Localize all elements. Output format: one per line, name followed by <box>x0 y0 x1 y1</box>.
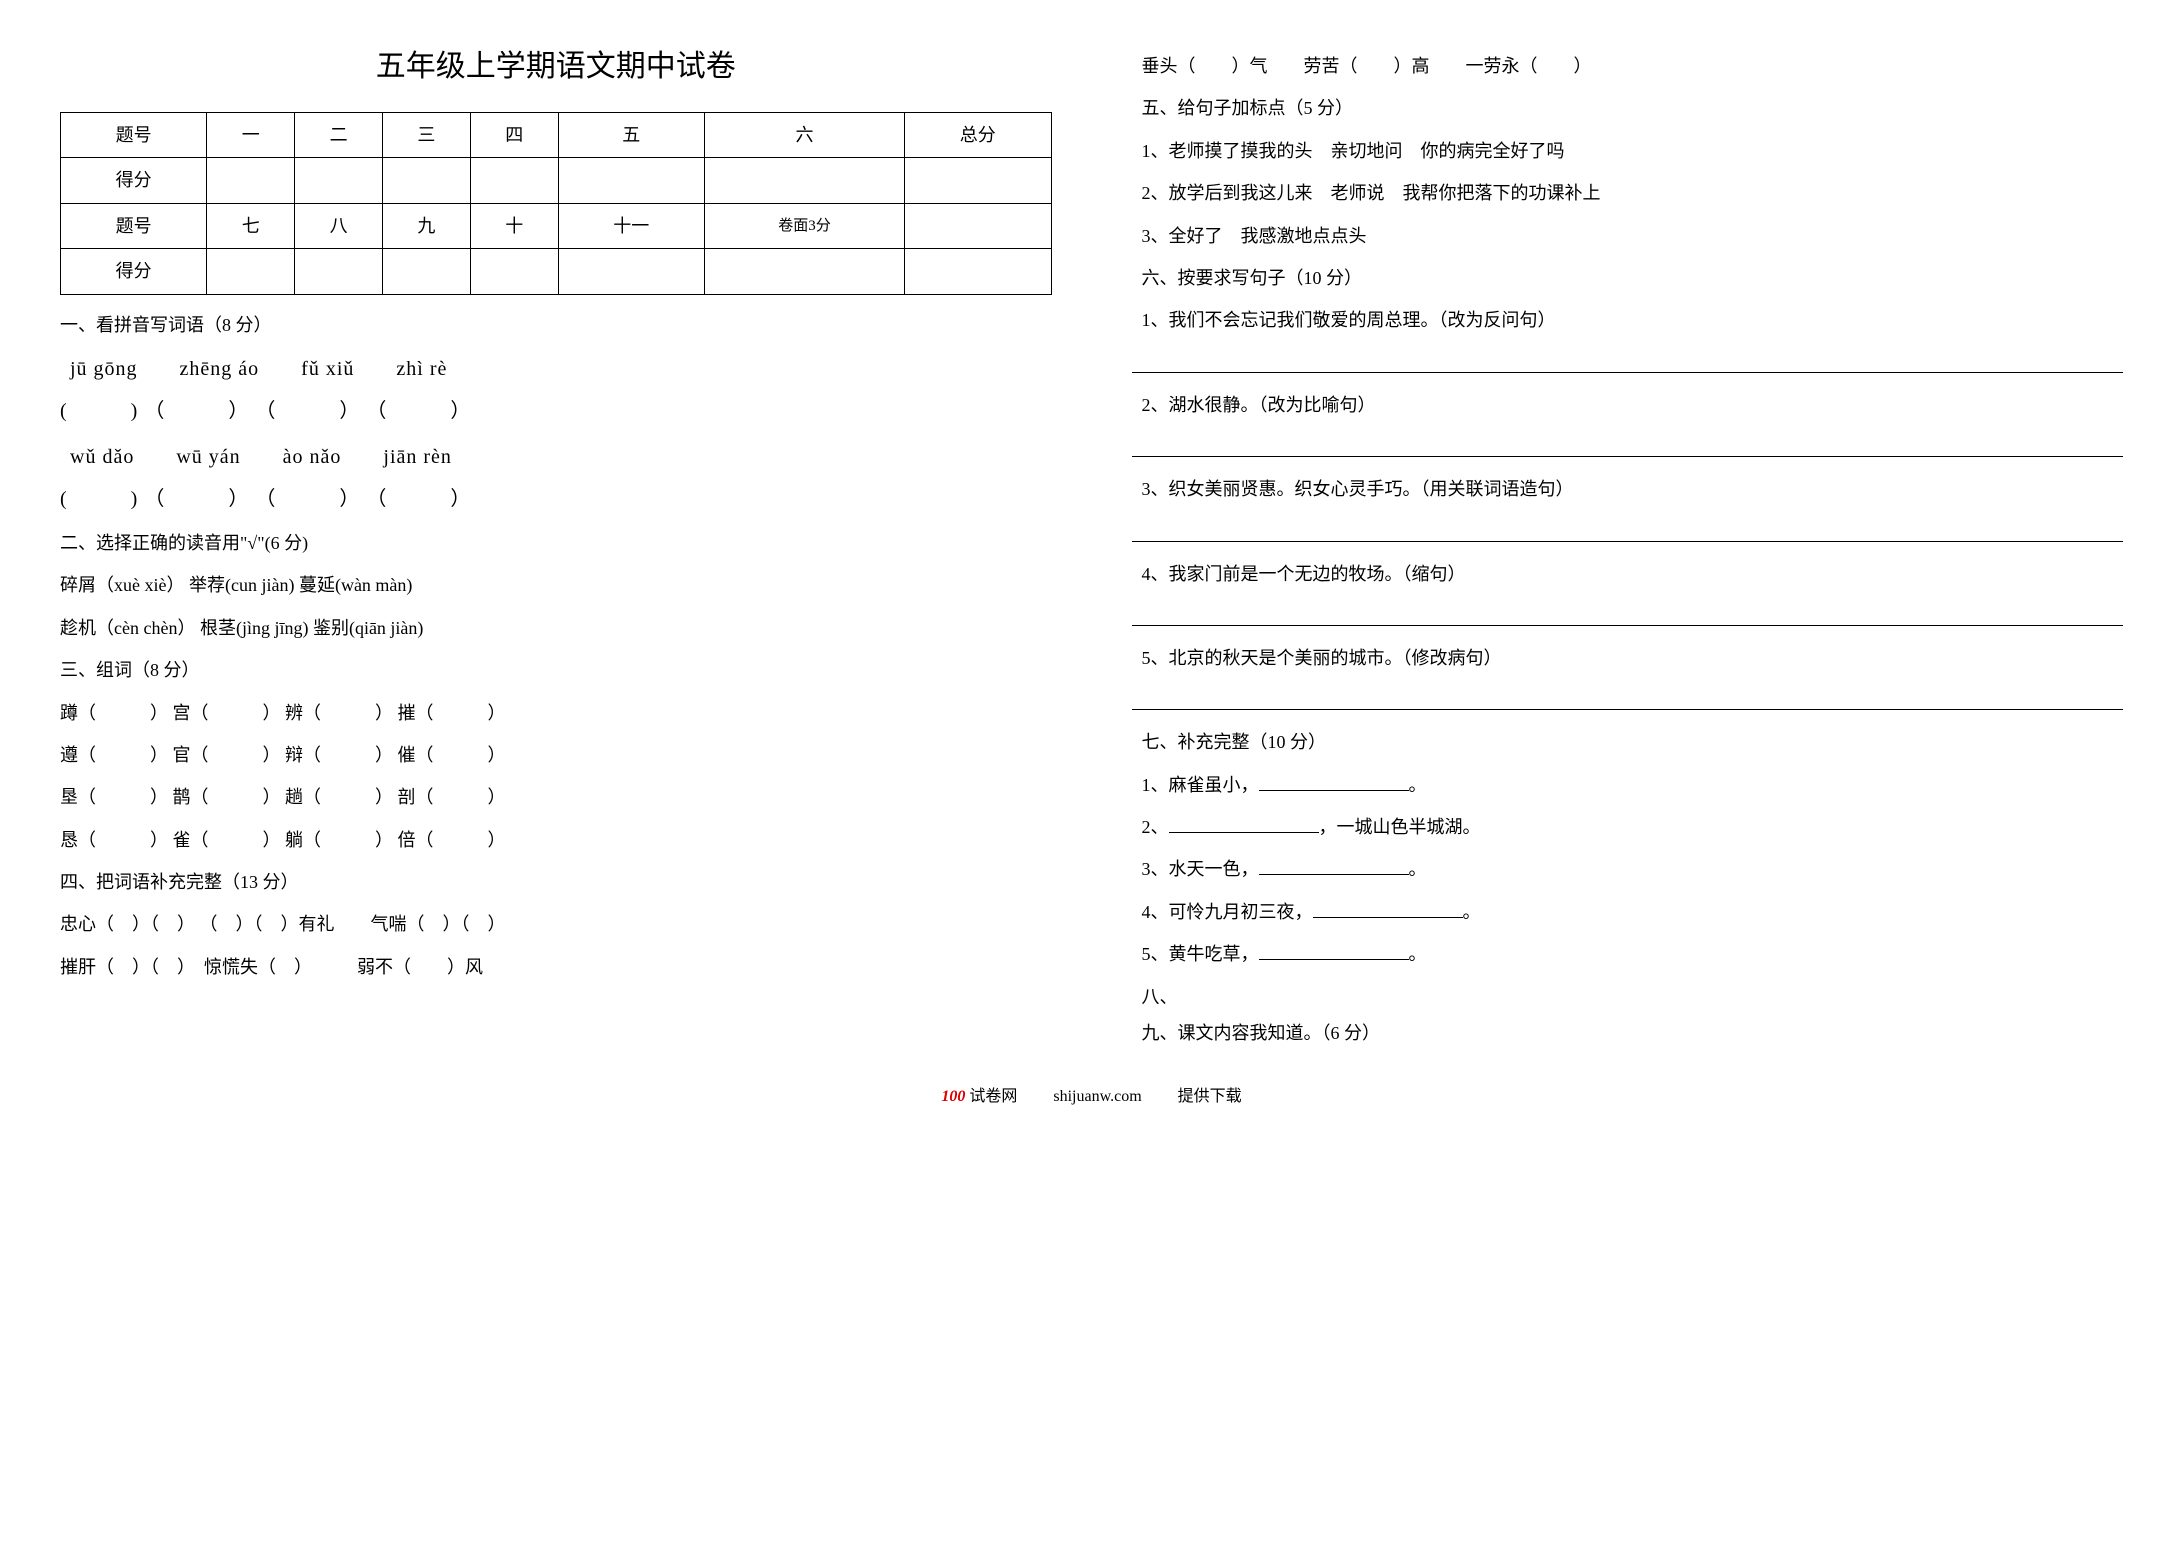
blank-cell <box>905 158 1051 203</box>
page-footer: 100 试卷网 shijuanw.com 提供下载 <box>60 1083 2123 1112</box>
s6-q4: 4、我家门前是一个无边的牧场。（缩句） <box>1142 558 2124 590</box>
inline-blank <box>1313 898 1463 918</box>
s5-q3: 3、全好了 我感激地点点头 <box>1142 220 2124 252</box>
inline-blank <box>1169 813 1319 833</box>
blank-cell <box>470 249 558 294</box>
cell: 六 <box>704 113 904 158</box>
exam-title: 五年级上学期语文期中试卷 <box>60 40 1052 94</box>
inline-blank <box>1259 855 1409 875</box>
section-4-heading: 四、把词语补充完整（13 分） <box>60 866 1052 898</box>
footer-url: shijuanw.com <box>1053 1088 1141 1105</box>
cell: 四 <box>470 113 558 158</box>
blank-cell <box>905 249 1051 294</box>
row3-label: 题号 <box>61 203 207 248</box>
blank-cell <box>470 158 558 203</box>
paren-line-1: ( ) （ ） （ ） （ ） <box>60 393 1052 429</box>
q-text: 3、水天一色， <box>1142 859 1259 879</box>
blank-cell <box>295 158 383 203</box>
section-8-heading: 八、 <box>1142 981 2124 1013</box>
section-3-heading: 三、组词（8 分） <box>60 654 1052 686</box>
footer-tail: 提供下载 <box>1178 1088 1242 1105</box>
s3-line3: 垦（ ） 鹊（ ） 趟（ ） 剖（ ） <box>60 781 1052 813</box>
q-text: 2、 <box>1142 817 1169 837</box>
cell: 二 <box>295 113 383 158</box>
section-2-heading: 二、选择正确的读音用"√"(6 分) <box>60 527 1052 559</box>
s7-q1: 1、麻雀虽小， 。 <box>1142 769 2124 801</box>
cell: 总分 <box>905 113 1051 158</box>
s7-q3: 3、水天一色， 。 <box>1142 853 2124 885</box>
s7-q2: 2、 ，一城山色半城湖。 <box>1142 811 2124 843</box>
q-text: 。 <box>1463 902 1481 922</box>
s5-q1: 1、老师摸了摸我的头 亲切地问 你的病完全好了吗 <box>1142 135 2124 167</box>
inline-blank <box>1259 940 1409 960</box>
blank-cell <box>704 249 904 294</box>
s3-line1: 蹲（ ） 宫（ ） 辨（ ） 摧（ ） <box>60 697 1052 729</box>
pinyin-line-1: jū gōng zhēng áo fǔ xiǔ zhì rè <box>70 351 1052 387</box>
s2-line1: 碎屑（xuè xiè） 举荐(cun jiàn) 蔓延(wàn màn) <box>60 569 1052 601</box>
s6-q2: 2、湖水很静。（改为比喻句） <box>1142 389 2124 421</box>
row2-label: 得分 <box>61 158 207 203</box>
s5-q2: 2、放学后到我这儿来 老师说 我帮你把落下的功课补上 <box>1142 177 2124 209</box>
cell: 卷面3分 <box>704 203 904 248</box>
section-5-heading: 五、给句子加标点（5 分） <box>1142 92 2124 124</box>
q-text: ，一城山色半城湖。 <box>1319 817 1481 837</box>
blank-cell <box>382 249 470 294</box>
s2-line2: 趁机（cèn chèn） 根茎(jìng jīng) 鉴别(qiān jiàn) <box>60 612 1052 644</box>
q-text: 。 <box>1409 775 1427 795</box>
answer-line <box>1132 600 2124 626</box>
blank-cell <box>382 158 470 203</box>
cell: 十 <box>470 203 558 248</box>
blank-cell <box>558 158 704 203</box>
blank-cell <box>558 249 704 294</box>
s6-q5: 5、北京的秋天是个美丽的城市。（修改病句） <box>1142 642 2124 674</box>
cell: 八 <box>295 203 383 248</box>
cell: 一 <box>207 113 295 158</box>
section-7-heading: 七、补充完整（10 分） <box>1142 726 2124 758</box>
cell: 九 <box>382 203 470 248</box>
s4-line3: 垂头（ ）气 劳苦（ ）高 一劳永（ ） <box>1142 50 2124 82</box>
paren-line-2: ( ) （ ） （ ） （ ） <box>60 481 1052 517</box>
blank-cell <box>704 158 904 203</box>
s4-line2: 摧肝（ ）（ ） 惊慌失（ ） 弱不（ ）风 <box>60 951 1052 983</box>
blank-cell <box>905 203 1051 248</box>
footer-site-label: 试卷网 <box>969 1088 1017 1105</box>
s6-q3: 3、织女美丽贤惠。织女心灵手巧。（用关联词语造句） <box>1142 473 2124 505</box>
pinyin-line-2: wǔ dǎo wū yán ào nǎo jiān rèn <box>70 439 1052 475</box>
row4-label: 得分 <box>61 249 207 294</box>
s3-line4: 恳（ ） 雀（ ） 躺（ ） 倍（ ） <box>60 824 1052 856</box>
row1-label: 题号 <box>61 113 207 158</box>
answer-line <box>1132 516 2124 542</box>
blank-cell <box>295 249 383 294</box>
cell: 七 <box>207 203 295 248</box>
answer-line <box>1132 684 2124 710</box>
cell: 十一 <box>558 203 704 248</box>
score-table: 题号 一 二 三 四 五 六 总分 得分 题号 七 八 九 十 <box>60 112 1052 295</box>
s7-q4: 4、可怜九月初三夜， 。 <box>1142 896 2124 928</box>
s4-line1: 忠心（ ）（ ） （ ）（ ）有礼 气喘（ ）（ ） <box>60 908 1052 940</box>
q-text: 。 <box>1409 944 1427 964</box>
answer-line <box>1132 347 2124 373</box>
section-9-heading: 九、课文内容我知道。（6 分） <box>1142 1017 2124 1049</box>
answer-line <box>1132 431 2124 457</box>
q-text: 5、黄牛吃草， <box>1142 944 1259 964</box>
section-1-heading: 一、看拼音写词语（8 分） <box>60 309 1052 341</box>
cell: 五 <box>558 113 704 158</box>
q-text: 。 <box>1409 859 1427 879</box>
footer-brand: 100 <box>941 1088 965 1105</box>
blank-cell <box>207 158 295 203</box>
section-6-heading: 六、按要求写句子（10 分） <box>1142 262 2124 294</box>
blank-cell <box>207 249 295 294</box>
inline-blank <box>1259 771 1409 791</box>
q-text: 4、可怜九月初三夜， <box>1142 902 1313 922</box>
s3-line2: 遵（ ） 官（ ） 辩（ ） 催（ ） <box>60 739 1052 771</box>
q-text: 1、麻雀虽小， <box>1142 775 1259 795</box>
cell: 三 <box>382 113 470 158</box>
s6-q1: 1、我们不会忘记我们敬爱的周总理。（改为反问句） <box>1142 304 2124 336</box>
s7-q5: 5、黄牛吃草， 。 <box>1142 938 2124 970</box>
